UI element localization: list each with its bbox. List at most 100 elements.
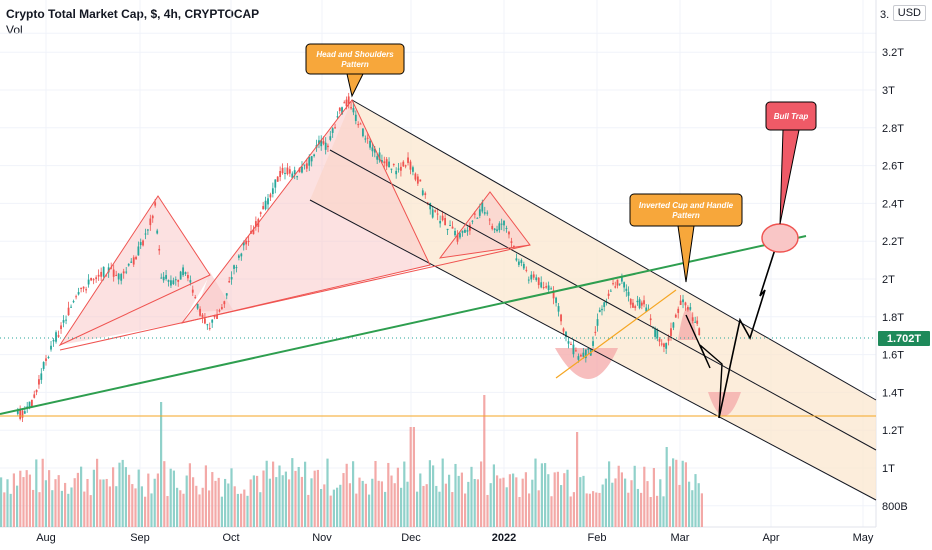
volume-bar xyxy=(547,474,550,527)
candle-body xyxy=(70,306,72,308)
candle-body xyxy=(343,102,346,104)
volume-bar xyxy=(662,496,665,527)
volume-bar xyxy=(393,483,396,527)
currency-badge[interactable]: USD xyxy=(892,5,926,21)
volume-bar xyxy=(467,481,470,527)
candle-body xyxy=(645,307,648,312)
left-shoulder-triangle xyxy=(60,196,210,345)
volume-bar xyxy=(592,491,595,527)
volume-bar xyxy=(153,478,156,527)
y-tick-label: 2.6T xyxy=(882,161,904,173)
volume-bar xyxy=(684,462,687,527)
candle-body xyxy=(431,209,434,218)
volume-bar xyxy=(457,475,460,527)
candle-body xyxy=(508,231,510,235)
volume-bar xyxy=(665,447,668,527)
candle-body xyxy=(303,164,306,166)
candle-body xyxy=(187,275,189,279)
volume-bar xyxy=(44,480,47,527)
candle-body xyxy=(38,379,40,385)
callout-box xyxy=(765,101,817,131)
y-tick-label: 800B xyxy=(882,501,908,513)
volume-bar xyxy=(441,458,444,527)
candle-body xyxy=(137,246,140,256)
volume-bar xyxy=(70,487,73,527)
volume-bar xyxy=(489,483,492,527)
volume-bar xyxy=(697,483,700,527)
candle-body xyxy=(313,154,316,157)
volume-bar xyxy=(73,478,76,527)
candle-body xyxy=(500,223,503,225)
x-tick-label: Apr xyxy=(762,532,779,544)
volume-bar xyxy=(646,481,649,527)
candle-body xyxy=(139,242,142,246)
right-shoulder-outline xyxy=(438,191,531,259)
candle-body xyxy=(627,291,630,296)
candle-body xyxy=(658,338,661,342)
candle-body xyxy=(596,319,599,326)
candle-body xyxy=(40,373,43,380)
candle-body xyxy=(660,343,663,345)
volume-bar xyxy=(598,492,601,527)
volume-bar xyxy=(160,402,163,527)
volume-bar xyxy=(531,479,534,527)
candle-body xyxy=(471,220,474,222)
candle-body xyxy=(247,240,250,242)
candle-body xyxy=(407,157,409,163)
candle-body xyxy=(77,292,80,295)
volume-bar xyxy=(163,461,166,527)
x-tick-label: Aug xyxy=(36,532,56,544)
candle-body xyxy=(149,218,152,226)
volume-bar xyxy=(9,493,12,527)
candle-body xyxy=(603,302,606,307)
volume-bar xyxy=(534,458,537,527)
candle-body xyxy=(125,271,128,273)
volume-bar xyxy=(265,460,268,527)
candle-body xyxy=(305,163,308,169)
volume-bar xyxy=(627,492,630,527)
candle-body xyxy=(345,99,348,107)
volume-bar xyxy=(3,492,6,527)
right-shoulder-triangle xyxy=(440,192,530,258)
candle-body xyxy=(572,344,575,355)
y-tick-label: 1.8T xyxy=(882,312,904,324)
volume-bar xyxy=(364,483,367,527)
candle-body xyxy=(643,300,645,305)
candle-body xyxy=(594,331,597,333)
y-tick-label: 1.6T xyxy=(882,350,904,362)
candle-body xyxy=(92,279,95,281)
volume-bar xyxy=(304,461,307,527)
candle-body xyxy=(426,202,429,204)
candle-body xyxy=(189,280,192,283)
candle-body xyxy=(632,302,634,308)
candle-body xyxy=(449,225,451,227)
volume-bar xyxy=(96,458,99,527)
candle-body xyxy=(677,308,680,313)
candle-body xyxy=(691,317,694,321)
volume-bar xyxy=(419,473,422,527)
candle-body xyxy=(579,354,582,357)
volume-bar xyxy=(262,470,265,527)
volume-bar xyxy=(131,484,134,527)
candle-body xyxy=(376,156,379,160)
candle-body xyxy=(341,107,343,115)
volume-bar xyxy=(579,477,582,527)
candle-body xyxy=(33,394,36,398)
volume-bar xyxy=(291,458,294,527)
volume-bar xyxy=(368,494,371,527)
volume-bar xyxy=(608,461,611,527)
volume-bar xyxy=(633,465,636,527)
candle-body xyxy=(172,280,175,285)
volume-bar xyxy=(688,481,691,527)
candle-body xyxy=(179,271,182,280)
candle-body xyxy=(107,267,110,273)
candle-body xyxy=(689,307,692,310)
chart-title: Crypto Total Market Cap, $, 4h, CRYPTOCA… xyxy=(6,7,260,21)
volume-bar xyxy=(422,485,425,527)
volume-bar xyxy=(288,479,291,527)
candle-body xyxy=(395,170,398,175)
volume-bar xyxy=(454,463,457,527)
volume-bar xyxy=(102,479,105,527)
volume-bar xyxy=(243,489,246,527)
